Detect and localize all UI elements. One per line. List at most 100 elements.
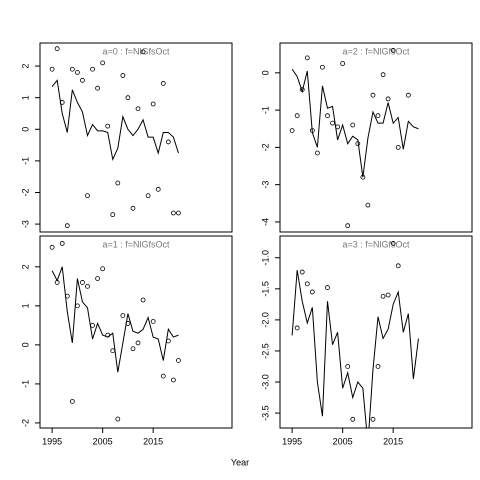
point <box>115 416 121 422</box>
point <box>85 283 90 289</box>
panel-title: a=3 : f=NlGfsOct <box>342 239 410 249</box>
point <box>100 60 106 66</box>
panel: a=0 : f=NlGfsOct -3 -2 -1 0 1 2 <box>20 42 233 233</box>
x-tick-label: 2015 <box>383 436 403 446</box>
point <box>135 340 141 346</box>
y-tick-label: -3.5 <box>260 405 270 421</box>
point <box>365 202 371 208</box>
panel: a=1 : f=NlGfsOct -2 -1 0 1 2 1995 2005 2015 <box>20 235 233 446</box>
panel: a=2 : f=NlGfsOct -4 -3 -2 -1 0 <box>260 42 473 233</box>
point <box>340 61 346 66</box>
point <box>74 69 80 75</box>
point <box>176 210 181 216</box>
plot-area <box>291 241 419 428</box>
y-tick-label: 2 <box>20 264 30 269</box>
point <box>140 297 146 303</box>
point <box>299 269 305 275</box>
y-tick-label: -1.5 <box>260 281 270 297</box>
y-tick-label: -1.0 <box>260 250 270 266</box>
point <box>110 212 116 218</box>
panel-frame <box>279 42 473 233</box>
point <box>350 416 356 422</box>
y-tick-label: 1 <box>20 95 30 100</box>
y-tick-label: 0 <box>20 127 30 132</box>
line <box>51 266 179 373</box>
x-tick-label: 1995 <box>42 436 62 446</box>
point <box>289 128 295 134</box>
point <box>405 92 411 98</box>
point <box>54 46 60 52</box>
point <box>304 281 310 287</box>
line <box>51 79 179 161</box>
y-tick-label: 0 <box>260 70 270 75</box>
line <box>291 68 419 178</box>
plot-area <box>49 46 181 229</box>
point <box>375 113 381 119</box>
panel-frame <box>279 235 473 429</box>
point <box>395 263 401 269</box>
point <box>120 313 126 319</box>
point <box>59 241 65 246</box>
y-tick-label: 2 <box>20 64 30 69</box>
point <box>385 96 391 102</box>
plot-area <box>49 241 181 422</box>
x-tick-label: 2005 <box>93 436 113 446</box>
point <box>294 325 300 331</box>
y-tick-label: -1 <box>260 106 270 114</box>
point <box>130 346 136 352</box>
y-tick-label: -3 <box>260 181 270 189</box>
point <box>380 293 386 299</box>
point <box>115 180 121 186</box>
plot-area <box>289 48 419 229</box>
point <box>345 223 351 229</box>
point <box>170 377 176 383</box>
point <box>304 55 310 61</box>
point <box>69 66 75 72</box>
y-tick-label: -4 <box>260 218 270 226</box>
point <box>105 123 111 129</box>
y-tick-label: -2 <box>20 188 30 196</box>
point <box>85 193 90 199</box>
point <box>150 319 156 324</box>
y-tick-label: 1 <box>20 303 30 308</box>
point <box>309 289 315 295</box>
point <box>320 64 325 70</box>
point <box>350 122 356 128</box>
point <box>395 144 401 150</box>
point <box>160 373 166 379</box>
y-tick-label: -1 <box>20 380 30 388</box>
point <box>385 292 391 298</box>
point <box>80 280 85 285</box>
y-tick-label: -3 <box>20 220 30 228</box>
point <box>170 210 176 216</box>
point <box>370 416 376 422</box>
point <box>95 276 100 281</box>
point <box>64 223 70 229</box>
point <box>330 120 335 126</box>
point <box>370 92 376 98</box>
y-tick-label: -2 <box>260 143 270 151</box>
point <box>155 186 161 192</box>
point <box>135 106 141 112</box>
point <box>95 85 100 91</box>
panel: a=3 : f=NlGfsOct -3.5 -3.0 -2.5 -2.0 -1.5 -1.0… <box>260 235 473 446</box>
point <box>120 73 126 78</box>
point <box>160 81 166 86</box>
y-tick-label: -2.5 <box>260 343 270 359</box>
point <box>165 139 171 145</box>
y-tick-label: 0 <box>20 342 30 347</box>
y-tick-label: -2 <box>20 419 30 427</box>
point <box>100 266 106 272</box>
panel-frame <box>39 42 233 233</box>
point <box>390 48 396 53</box>
x-tick-label: 2015 <box>143 436 163 446</box>
point <box>176 358 181 363</box>
x-tick-label: 1995 <box>282 436 302 446</box>
point <box>49 244 55 250</box>
point <box>130 205 136 211</box>
point <box>325 285 330 290</box>
point <box>145 193 151 199</box>
point <box>125 95 131 101</box>
